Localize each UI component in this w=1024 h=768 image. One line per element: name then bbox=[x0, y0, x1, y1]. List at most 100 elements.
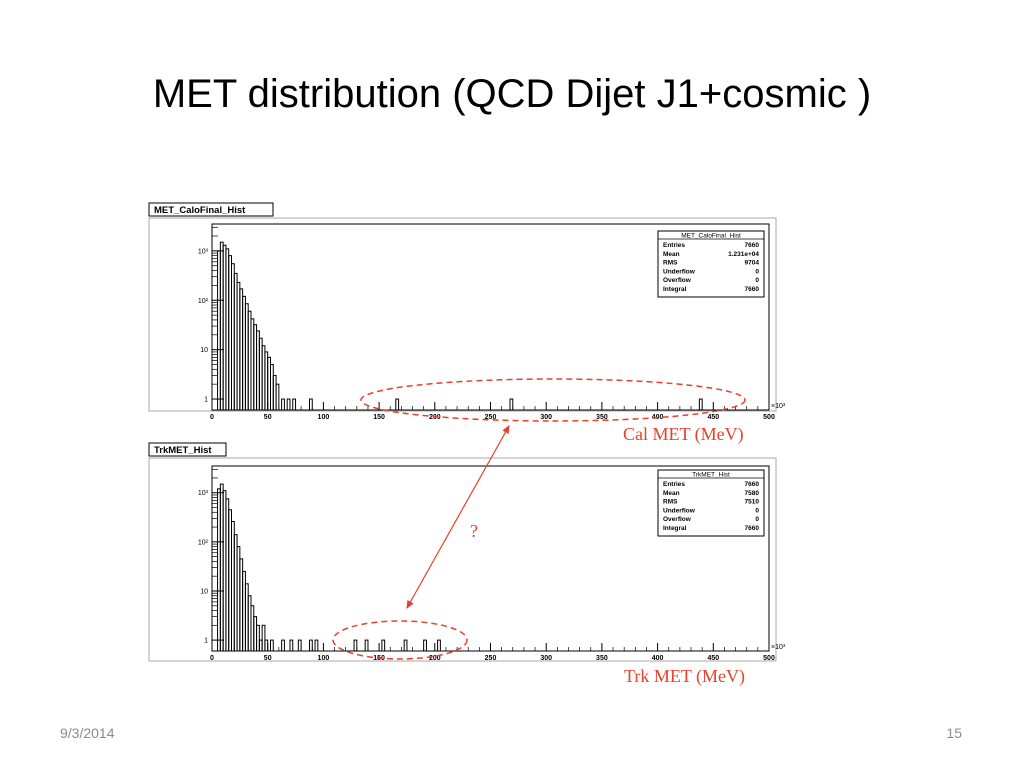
x-tick-label: 450 bbox=[707, 655, 719, 662]
stats-box: TrkMET_Hist Entries 7660 Mean 7580 RMS 7510 Und… bbox=[657, 469, 765, 537]
histogram-bin bbox=[698, 398, 703, 411]
stats-row-value: 0 bbox=[755, 268, 759, 275]
x-tick-label: 0 bbox=[210, 655, 214, 662]
stats-row-label: Underflow bbox=[663, 507, 696, 514]
histogram-bin bbox=[281, 398, 285, 411]
y-tick-label: 1 bbox=[204, 397, 208, 404]
x-tick-label: 0 bbox=[210, 414, 214, 421]
x-tick-label: 100 bbox=[318, 414, 330, 421]
histogram-bin bbox=[289, 639, 294, 652]
histogram-bin bbox=[292, 398, 297, 411]
stats-row-value: 7660 bbox=[745, 525, 760, 532]
highlight-ellipse bbox=[332, 620, 468, 660]
trk-met-axis-label: Trk MET (MeV) bbox=[624, 666, 745, 687]
x-tick-label: 150 bbox=[373, 414, 385, 421]
stats-row-label: Integral bbox=[663, 286, 687, 293]
footer-date: 9/3/2014 bbox=[60, 725, 115, 741]
stats-row-value: 7580 bbox=[745, 490, 760, 497]
cal-met-axis-label: Cal MET (MeV) bbox=[623, 424, 744, 445]
stats-row-value: 0 bbox=[755, 516, 759, 523]
stats-box-frame bbox=[657, 230, 765, 298]
stats-row-label: Overflow bbox=[663, 516, 692, 523]
histogram-bin bbox=[261, 624, 266, 652]
histogram-bin bbox=[403, 639, 408, 652]
stats-row-label: Mean bbox=[663, 490, 680, 497]
histogram-bin bbox=[256, 624, 260, 652]
histogram-bin bbox=[395, 398, 400, 411]
x-exponent-label: ×10³ bbox=[771, 644, 786, 651]
x-axis: 0 50 100 150 200 250 300 350 400 450 500 bbox=[210, 643, 775, 662]
y-axis: 1 10 10² 10³ bbox=[198, 226, 224, 404]
x-tick-label: 400 bbox=[652, 655, 664, 662]
y-tick-label: 10³ bbox=[198, 248, 209, 255]
x-tick-label: 50 bbox=[264, 414, 272, 421]
x-tick-label: 350 bbox=[596, 655, 608, 662]
stats-title: TrkMET_Hist bbox=[692, 472, 730, 479]
double-arrow bbox=[406, 424, 510, 610]
stats-box-frame bbox=[657, 469, 765, 537]
histogram-bin bbox=[437, 639, 441, 652]
cal-met-histogram: MET_CaloFinal_Hist 1 10 10² 10³ 0 50 100 150 20… bbox=[148, 202, 786, 445]
stats-row-value: 7660 bbox=[745, 481, 760, 488]
stats-row-label: Entries bbox=[663, 481, 685, 488]
stats-row-label: RMS bbox=[663, 260, 678, 267]
histogram-bin bbox=[381, 639, 386, 652]
y-tick-label: 10³ bbox=[198, 490, 209, 497]
question-mark: ? bbox=[470, 521, 478, 541]
stats-row-value: 0 bbox=[755, 277, 759, 284]
stats-row-label: Entries bbox=[663, 242, 685, 249]
histogram-bin bbox=[353, 639, 358, 652]
x-tick-label: 100 bbox=[318, 655, 330, 662]
histogram-bars bbox=[217, 483, 441, 652]
x-tick-label: 300 bbox=[540, 655, 552, 662]
stats-row-label: Underflow bbox=[663, 268, 696, 275]
x-tick-label: 300 bbox=[540, 414, 552, 421]
y-tick-label: 10 bbox=[200, 347, 208, 354]
stats-row-value: 7510 bbox=[745, 499, 760, 506]
stats-row-value: 1.231e+04 bbox=[728, 251, 759, 258]
x-tick-label: 250 bbox=[485, 655, 497, 662]
y-tick-label: 10² bbox=[198, 298, 209, 305]
x-tick-label: 450 bbox=[707, 414, 719, 421]
histogram-bin bbox=[281, 639, 285, 652]
hist-name-tab bbox=[148, 442, 227, 457]
stats-row-value: 7660 bbox=[745, 242, 760, 249]
histogram-bin bbox=[286, 398, 291, 411]
histogram-bin bbox=[314, 639, 319, 652]
stats-row-value: 7660 bbox=[745, 286, 760, 293]
histogram-bin bbox=[308, 398, 313, 411]
x-tick-label: 500 bbox=[763, 414, 775, 421]
slide-title: MET distribution (QCD Dijet J1+cosmic ) bbox=[152, 72, 872, 116]
stats-row-label: Overflow bbox=[663, 277, 692, 284]
stats-row-label: Integral bbox=[663, 525, 687, 532]
x-tick-label: 500 bbox=[763, 655, 775, 662]
stats-row-label: RMS bbox=[663, 499, 678, 506]
x-tick-label: 350 bbox=[596, 414, 608, 421]
stats-row-label: Mean bbox=[663, 251, 680, 258]
x-tick-label: 50 bbox=[264, 655, 272, 662]
x-tick-label: 250 bbox=[485, 414, 497, 421]
stats-row-value: 0 bbox=[755, 507, 759, 514]
hist-name-tab-text: MET_CaloFinal_Hist bbox=[154, 205, 246, 216]
histogram-bin bbox=[269, 639, 274, 652]
x-exponent-label: ×10³ bbox=[771, 403, 786, 410]
histogram-bin bbox=[364, 639, 369, 652]
histogram-bin bbox=[275, 383, 280, 411]
histogram-bin bbox=[297, 639, 302, 652]
highlight-ellipse bbox=[360, 378, 746, 422]
histogram-bin bbox=[509, 398, 514, 411]
stats-row-value: 9704 bbox=[745, 260, 760, 267]
y-tick-label: 1 bbox=[204, 638, 208, 645]
y-tick-label: 10 bbox=[200, 588, 208, 595]
hist-name-tab bbox=[148, 202, 274, 217]
stats-box: MET_CaloFinal_Hist Entries 7660 Mean 1.231e+… bbox=[657, 230, 765, 298]
histogram-bin bbox=[423, 639, 427, 652]
page-number: 15 bbox=[946, 725, 962, 741]
hist-name-tab-text: TrkMET_Hist bbox=[154, 445, 212, 456]
y-tick-label: 10² bbox=[198, 539, 209, 546]
x-tick-label: 200 bbox=[429, 655, 441, 662]
stats-title: MET_CaloFinal_Hist bbox=[681, 233, 741, 240]
histogram-bin bbox=[308, 639, 313, 652]
